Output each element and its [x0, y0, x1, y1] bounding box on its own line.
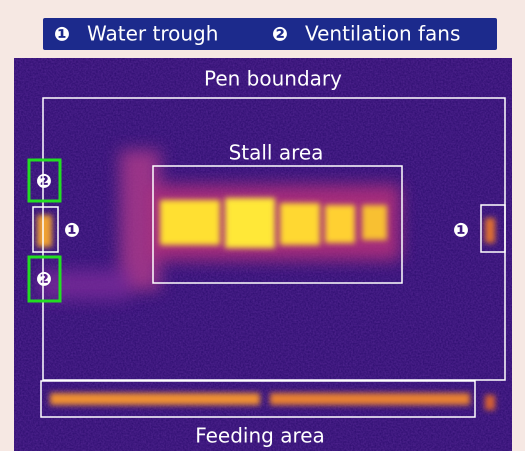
marker: ❷ [36, 171, 52, 193]
marker: ❶ [453, 220, 469, 242]
thermal-image [14, 58, 512, 451]
figure: ❶ Water trough ❷ Ventilation fans [0, 0, 525, 451]
marker: ❷ [36, 269, 52, 291]
legend-marker: ❶ [54, 24, 70, 46]
legend-label: Water trough [87, 22, 218, 46]
region-label: Feeding area [195, 424, 325, 448]
legend-label: Ventilation fans [305, 22, 460, 46]
marker: ❶ [64, 220, 80, 242]
region-label: Pen boundary [204, 67, 342, 91]
region-label: Stall area [229, 141, 324, 165]
legend-marker: ❷ [272, 24, 288, 46]
